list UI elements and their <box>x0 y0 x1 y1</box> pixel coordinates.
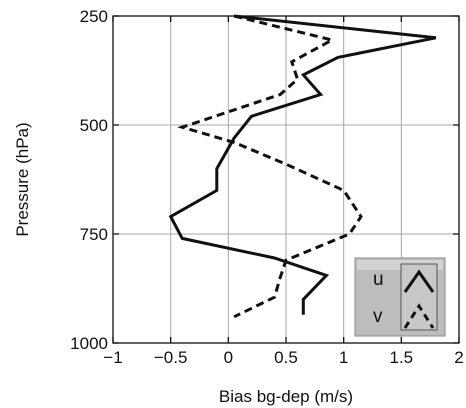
legend-swatch-panel <box>400 263 438 331</box>
x-tick-label: 0 <box>224 348 233 367</box>
x-axis-label: Bias bg-dep (m/s) <box>219 387 353 406</box>
legend-dashed-line-sample <box>403 303 435 329</box>
x-tick-label: 2 <box>454 348 463 367</box>
series-line-u <box>168 14 437 315</box>
x-tick-label: 0.5 <box>274 348 298 367</box>
x-tick-labels: −1 −0.5 0 0.5 1 1.5 2 <box>103 348 463 367</box>
y-axis-label: Pressure (hPa) <box>13 122 32 236</box>
x-tick-label: −1 <box>103 348 122 367</box>
series-line-v <box>177 14 363 319</box>
y-tick-label: 500 <box>80 116 108 135</box>
legend-label-v: v <box>373 306 383 327</box>
x-tick-label: 1 <box>339 348 348 367</box>
y-tick-label: 1000 <box>70 334 108 353</box>
y-tick-label: 750 <box>80 225 108 244</box>
grid <box>113 16 459 343</box>
legend-highlight <box>357 260 443 270</box>
x-tick-label: 1.5 <box>390 348 414 367</box>
legend-solid-line-sample <box>403 269 435 293</box>
tick-marks <box>112 15 460 344</box>
legend: u v <box>354 257 446 337</box>
y-tick-label: 250 <box>80 7 108 26</box>
legend-label-u: u <box>373 269 384 290</box>
series-group <box>168 14 437 319</box>
x-tick-label: −0.5 <box>154 348 188 367</box>
y-tick-labels: 250 500 750 1000 <box>70 7 108 353</box>
